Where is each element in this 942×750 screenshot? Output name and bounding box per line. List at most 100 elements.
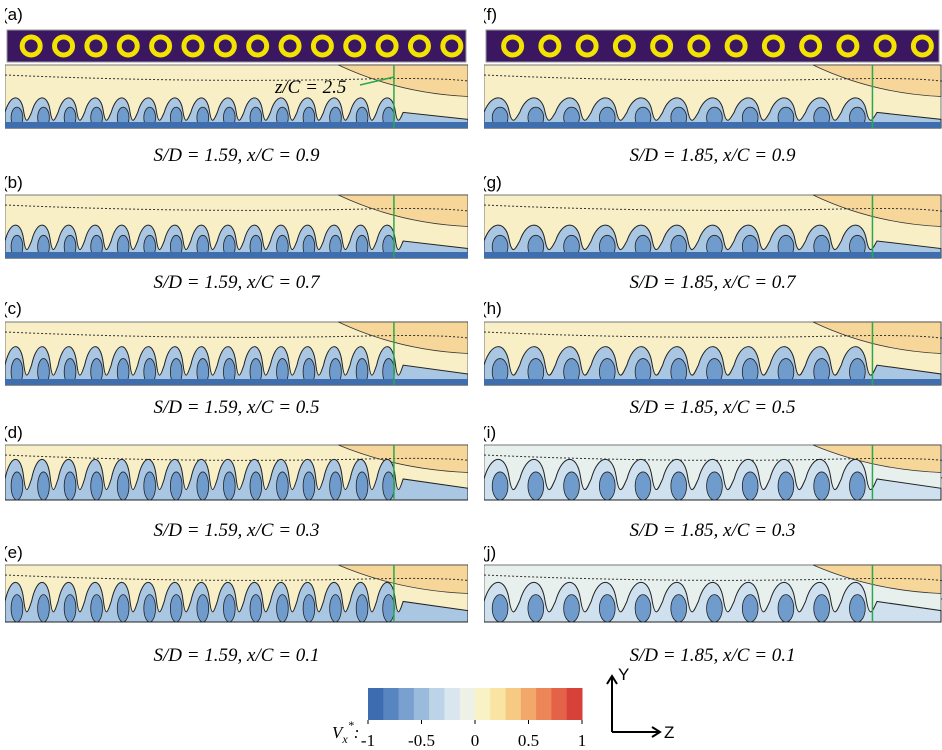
colorbar-step	[505, 688, 522, 720]
caption: S/D = 1.85, x/C = 0.9	[629, 145, 796, 166]
colorbar-step	[536, 688, 552, 720]
wall-band	[5, 379, 468, 385]
vortex-core	[634, 594, 652, 623]
vortex-core	[302, 594, 316, 623]
vortex-core	[223, 471, 236, 501]
dotted-contour	[5, 331, 468, 360]
wall-band	[484, 122, 941, 128]
colorbar: Vx*: -1 -0.5 0 0.5 1	[332, 688, 586, 750]
vortex-core	[491, 471, 509, 501]
colorbar-step	[459, 688, 476, 720]
vortex-core	[355, 471, 369, 501]
cylinder-strip	[485, 29, 940, 63]
vortex-core	[706, 594, 723, 623]
vortex-core	[634, 471, 652, 501]
dotted-contour	[5, 204, 468, 233]
colorbar-step	[490, 688, 507, 720]
panel-label: (b)	[2, 173, 23, 192]
panel-label: (d)	[2, 423, 23, 442]
cylinder	[246, 34, 270, 58]
vortex-core	[777, 594, 795, 623]
panel-label: (g)	[481, 173, 502, 192]
colorbar-step	[383, 688, 400, 720]
z-arrow	[612, 726, 662, 738]
vortex-core	[276, 594, 289, 623]
vortex-core	[249, 594, 263, 623]
axes-indicator	[606, 674, 662, 738]
positive-region	[812, 64, 942, 97]
panel: (e)	[5, 543, 468, 623]
vortex-core	[491, 594, 509, 623]
vortex-core	[329, 594, 342, 623]
y-axis-label: Y	[618, 665, 629, 684]
cylinder	[440, 34, 464, 58]
positive-region	[338, 64, 468, 97]
vortex-core	[90, 594, 103, 623]
panel: (f)	[484, 5, 942, 129]
cylinder	[501, 34, 525, 58]
vortex-core	[355, 594, 369, 623]
vortex-core	[37, 594, 50, 623]
positive-region	[338, 194, 468, 227]
positive-region	[338, 564, 468, 594]
vortex-core	[63, 471, 77, 501]
colorbar-label: Vx*:	[332, 718, 359, 746]
cylinder	[181, 34, 205, 58]
vortex-core	[599, 471, 616, 501]
vortex-core	[849, 471, 866, 501]
dotted-contour	[484, 574, 942, 600]
colorbar-step	[551, 688, 568, 720]
vortex-core	[196, 471, 210, 501]
panel: (i)	[481, 423, 942, 501]
colorbar-step	[398, 688, 415, 720]
positive-region	[338, 444, 468, 473]
panel: (d)	[2, 423, 468, 501]
vortex-core	[196, 594, 210, 623]
subscript: x	[341, 732, 348, 746]
caption: S/D = 1.59, x/C = 0.3	[153, 520, 319, 541]
dotted-contour	[484, 331, 942, 361]
cylinder	[407, 34, 431, 58]
vortex-core	[249, 471, 263, 501]
cylinder	[650, 34, 674, 58]
cylinder	[799, 34, 823, 58]
dotted-contour	[484, 454, 942, 479]
wall-band	[484, 379, 941, 385]
vortex-core	[382, 471, 395, 501]
cylinder	[575, 34, 599, 58]
vortex-core	[741, 594, 759, 623]
vortex-core	[169, 594, 183, 623]
cylinder	[612, 34, 636, 58]
cylinder	[278, 34, 302, 58]
wall-band	[5, 122, 468, 128]
cylinder	[84, 34, 108, 58]
cylinder	[149, 34, 173, 58]
vortex-core	[599, 594, 616, 623]
positive-region	[812, 194, 942, 227]
panel-label: (i)	[481, 423, 496, 442]
panel: (h)	[484, 299, 942, 386]
colorbar-step	[475, 688, 491, 720]
panel: (b)	[2, 173, 468, 259]
colorbar-tick-label: -1	[361, 731, 375, 750]
vortex-core	[63, 594, 77, 623]
vortex-core	[527, 471, 545, 501]
vortex-core	[563, 594, 580, 623]
panel-label: (j)	[481, 543, 496, 562]
panel-label: (a)	[2, 5, 23, 24]
caption: S/D = 1.85, x/C = 0.3	[629, 520, 795, 541]
caption: S/D = 1.85, x/C = 0.1	[629, 645, 795, 666]
colorbar-step	[413, 688, 430, 720]
vortex-core	[116, 594, 130, 623]
vortex-core	[116, 471, 130, 501]
dotted-contour	[5, 574, 468, 600]
vortex-core	[670, 471, 687, 501]
colorbar-step	[368, 688, 384, 720]
vortex-core	[37, 471, 50, 501]
vortex-core	[849, 594, 866, 623]
cylinder	[343, 34, 367, 58]
annotation: z/C = 2.5	[274, 77, 346, 98]
cylinder	[910, 34, 934, 58]
positive-region	[338, 321, 468, 354]
panel: (j)	[481, 543, 942, 623]
